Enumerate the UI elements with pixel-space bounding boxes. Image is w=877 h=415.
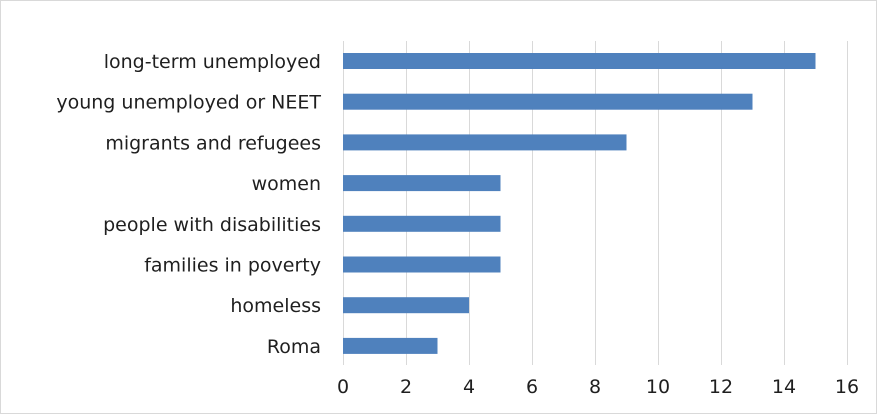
bar-5 bbox=[343, 215, 501, 232]
category-label: families in poverty bbox=[144, 255, 321, 277]
x-tick-label: 16 bbox=[835, 376, 859, 398]
category-label: Roma bbox=[267, 336, 321, 358]
x-tick-label: 6 bbox=[526, 376, 538, 398]
bars bbox=[343, 53, 816, 354]
x-tick-label: 10 bbox=[646, 376, 670, 398]
category-label: young unemployed or NEET bbox=[56, 92, 321, 114]
category-label: people with disabilities bbox=[103, 214, 321, 236]
bar-2 bbox=[343, 93, 753, 110]
x-tick-label: 4 bbox=[463, 376, 475, 398]
gridlines bbox=[343, 41, 848, 365]
x-tick-label: 8 bbox=[589, 376, 601, 398]
category-label: women bbox=[252, 173, 321, 195]
bar-7 bbox=[343, 297, 469, 314]
category-labels: long-term unemployed young unemployed or … bbox=[56, 51, 321, 358]
category-label: homeless bbox=[230, 295, 321, 317]
bar-4 bbox=[343, 175, 501, 192]
category-label: migrants and refugees bbox=[105, 132, 321, 154]
x-axis-tick-labels: 0 2 4 6 8 10 12 14 16 bbox=[337, 376, 859, 398]
x-tick-label: 14 bbox=[772, 376, 796, 398]
bar-8 bbox=[343, 337, 438, 354]
category-label: long-term unemployed bbox=[104, 51, 321, 73]
x-tick-label: 2 bbox=[400, 376, 412, 398]
bar-1 bbox=[343, 53, 816, 69]
bar-6 bbox=[343, 256, 501, 273]
x-tick-label: 12 bbox=[709, 376, 733, 398]
bar-3 bbox=[343, 134, 627, 151]
x-tick-label: 0 bbox=[337, 376, 349, 398]
